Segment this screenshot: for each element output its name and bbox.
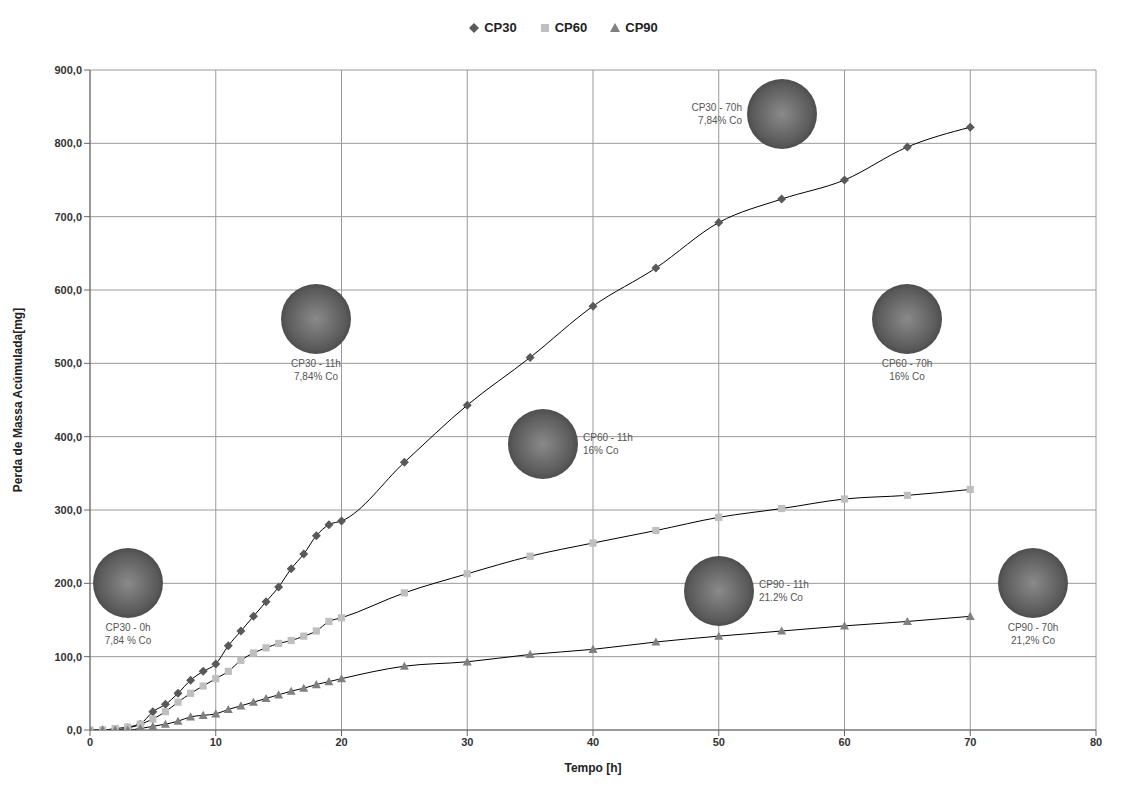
svg-text:30: 30 [461, 736, 473, 748]
svg-text:80: 80 [1090, 736, 1102, 748]
html-text:7,84% Co: 7,84% Co [294, 371, 338, 382]
html-text:16% Co: 16% Co [583, 445, 619, 456]
html-text:7,84 % Co: 7,84 % Co [104, 635, 152, 646]
svg-text:0,0: 0,0 [67, 724, 82, 736]
svg-text:40: 40 [587, 736, 599, 748]
html-text:CP30 - 11h: CP30 - 11h [291, 358, 341, 369]
svg-text:10: 10 [210, 736, 222, 748]
html-text:CP30 - 70h: CP30 - 70h [691, 102, 742, 113]
html-text:CP60 - 11h: CP60 - 11h [583, 432, 633, 443]
svg-text:0: 0 [87, 736, 93, 748]
svg-text:300,0: 300,0 [54, 504, 82, 516]
svg-text:Perda de Massa Acúmulada[mg]: Perda de Massa Acúmulada[mg] [11, 308, 25, 492]
svg-text:800,0: 800,0 [54, 137, 82, 149]
svg-text:Tempo [h]: Tempo [h] [564, 761, 621, 775]
svg-text:700,0: 700,0 [54, 211, 82, 223]
svg-text:600,0: 600,0 [54, 284, 82, 296]
html-text:7,84% Co: 7,84% Co [698, 115, 742, 126]
html-text:21,2% Co: 21,2% Co [1011, 635, 1055, 646]
svg-text:500,0: 500,0 [54, 357, 82, 369]
html-text:CP90: CP90 [625, 20, 658, 35]
html-text:16% Co: 16% Co [889, 371, 925, 382]
html-text:CP30 - 0h: CP30 - 0h [105, 622, 151, 633]
svg-text:200,0: 200,0 [54, 577, 82, 589]
svg-text:20: 20 [335, 736, 347, 748]
svg-text:900,0: 900,0 [54, 64, 82, 76]
html-text:CP90 - 11h: CP90 - 11h [759, 579, 809, 590]
html-text:CP60 - 70h: CP60 - 70h [881, 358, 933, 369]
svg-text:50: 50 [713, 736, 725, 748]
svg-text:100,0: 100,0 [54, 651, 82, 663]
svg-text:400,0: 400,0 [54, 431, 82, 443]
svg-text:70: 70 [964, 736, 976, 748]
html-text:CP60: CP60 [554, 20, 588, 35]
html-text:CP90 - 70h: CP90 - 70h [1007, 622, 1059, 633]
html-text:CP30: CP30 [484, 20, 517, 35]
html-text:21.2% Co: 21.2% Co [759, 592, 803, 603]
svg-text:60: 60 [838, 736, 850, 748]
